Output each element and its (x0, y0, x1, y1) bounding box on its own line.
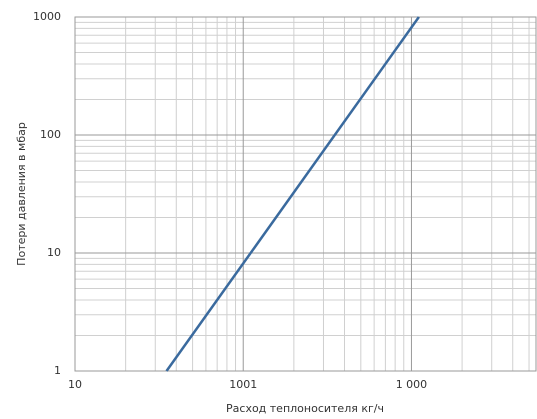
x-axis-label: Расход теплоносителя кг/ч (226, 402, 384, 415)
plot-frame (74, 16, 537, 372)
data-line (165, 16, 420, 372)
y-tick-label: 100 (40, 128, 61, 141)
x-tick-label: 1001 (229, 378, 257, 391)
x-tick-label: 1 000 (396, 378, 428, 391)
y-tick-label: 1 (54, 364, 61, 377)
y-tick-label: 10 (47, 246, 61, 259)
y-tick-label: 1000 (33, 10, 61, 23)
y-axis-label: Потери давления в мбар (15, 122, 28, 266)
x-tick-label: 10 (68, 378, 82, 391)
